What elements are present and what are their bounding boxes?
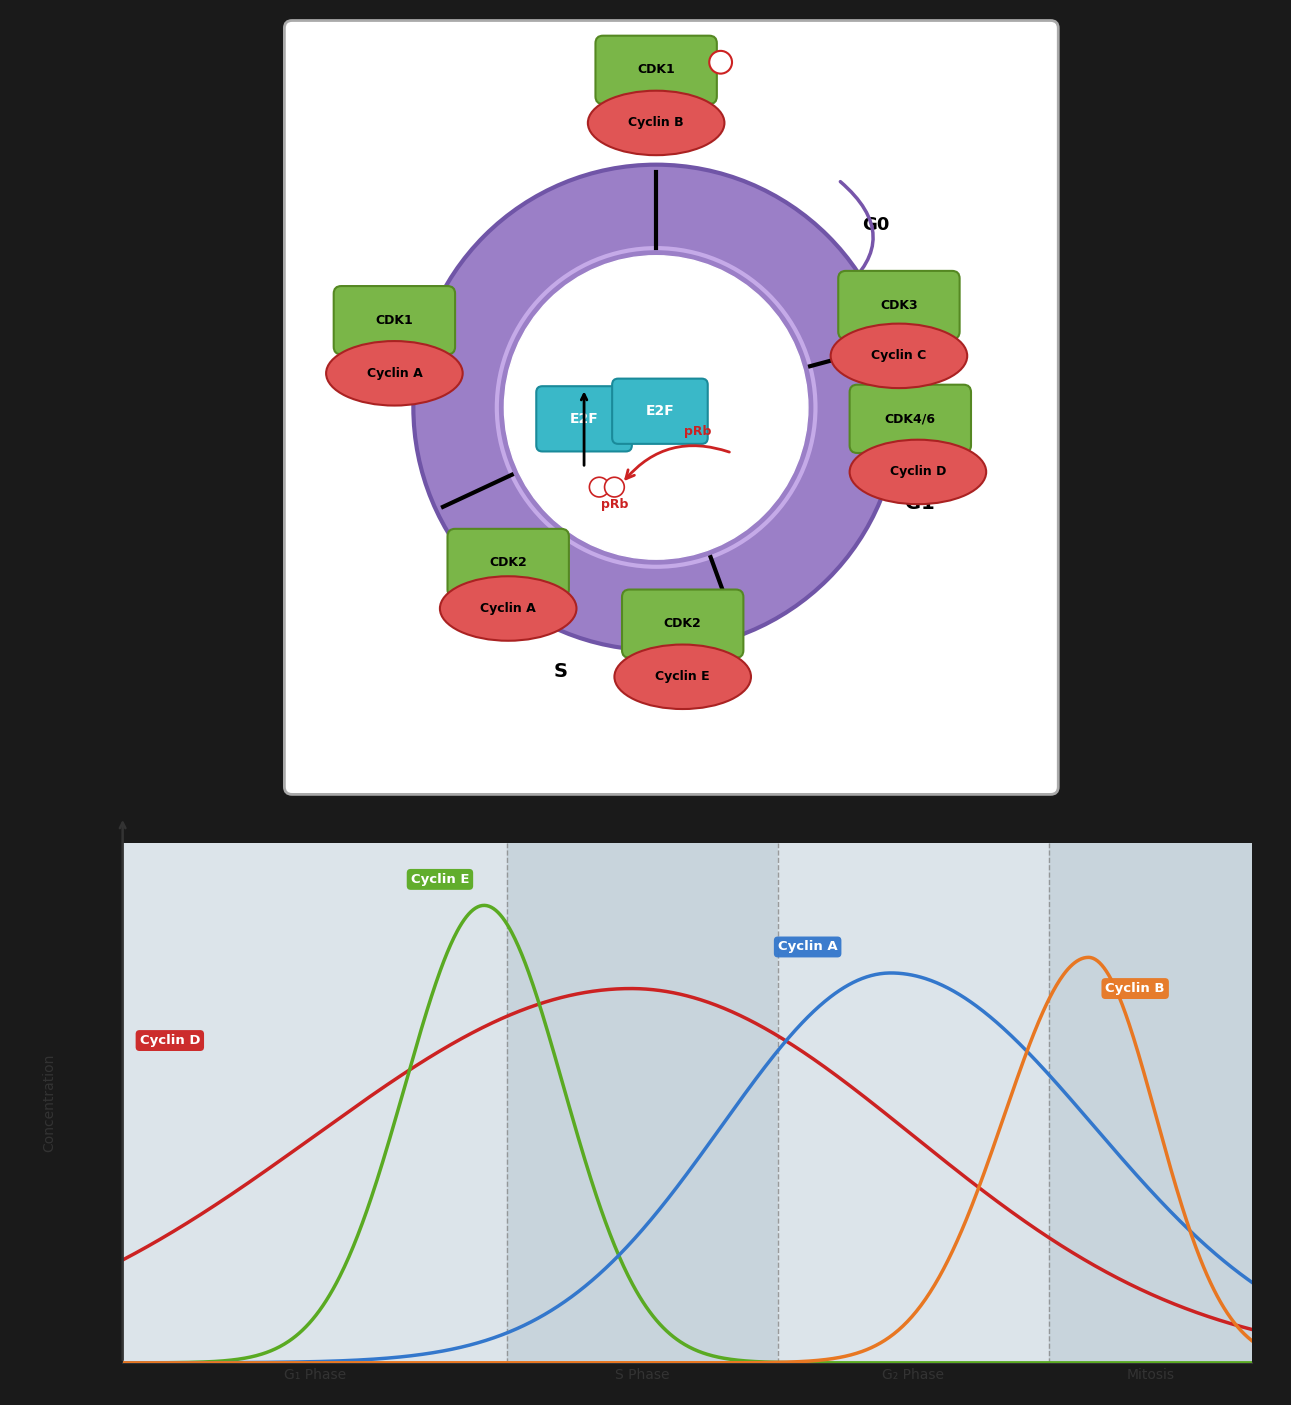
Text: G2: G2 — [367, 309, 396, 327]
Ellipse shape — [830, 323, 967, 388]
Text: CDK2: CDK2 — [489, 556, 527, 569]
FancyBboxPatch shape — [622, 590, 744, 658]
Ellipse shape — [615, 645, 751, 710]
Circle shape — [413, 164, 899, 651]
Text: Cyclin E: Cyclin E — [411, 873, 469, 887]
FancyBboxPatch shape — [284, 21, 1059, 794]
FancyBboxPatch shape — [333, 287, 456, 354]
Text: Cyclin E: Cyclin E — [656, 670, 710, 683]
Text: G0: G0 — [862, 216, 889, 235]
Bar — [506, 843, 777, 1363]
FancyArrowPatch shape — [626, 445, 729, 479]
Text: pRb: pRb — [684, 426, 711, 438]
FancyBboxPatch shape — [448, 528, 569, 597]
Text: E2F: E2F — [646, 405, 674, 419]
Text: Cyclin A: Cyclin A — [480, 601, 536, 615]
Text: CDK1: CDK1 — [376, 313, 413, 327]
Circle shape — [604, 478, 625, 497]
Text: pRb: pRb — [600, 497, 629, 511]
Text: Cyclin B: Cyclin B — [629, 117, 684, 129]
Text: Cyclin B: Cyclin B — [1105, 982, 1164, 995]
Text: M: M — [647, 110, 666, 129]
Text: CDK1: CDK1 — [638, 63, 675, 76]
Text: Cyclin D: Cyclin D — [139, 1034, 200, 1047]
Text: Cyclin C: Cyclin C — [871, 350, 927, 362]
FancyBboxPatch shape — [612, 378, 707, 444]
Text: E2F: E2F — [569, 412, 599, 426]
Text: S: S — [553, 662, 567, 681]
Ellipse shape — [327, 341, 462, 406]
Ellipse shape — [849, 440, 986, 504]
Text: Cyclin A: Cyclin A — [777, 940, 838, 954]
Text: Cyclin D: Cyclin D — [889, 465, 946, 479]
Text: Concentration: Concentration — [43, 1054, 57, 1152]
Bar — [777, 843, 1048, 1363]
Text: Cyclin A: Cyclin A — [367, 367, 422, 379]
Circle shape — [709, 51, 732, 73]
Text: CDK2: CDK2 — [664, 617, 701, 631]
FancyBboxPatch shape — [849, 385, 971, 452]
Circle shape — [590, 478, 609, 497]
Text: CDK4/6: CDK4/6 — [884, 412, 936, 426]
Text: CDK3: CDK3 — [880, 298, 918, 312]
Bar — [123, 843, 506, 1363]
Text: G1: G1 — [905, 495, 935, 513]
FancyBboxPatch shape — [536, 386, 631, 451]
FancyArrowPatch shape — [840, 181, 873, 289]
FancyBboxPatch shape — [838, 271, 959, 339]
Ellipse shape — [440, 576, 577, 641]
Ellipse shape — [587, 91, 724, 155]
Bar — [1048, 843, 1252, 1363]
FancyBboxPatch shape — [595, 35, 717, 104]
Circle shape — [505, 256, 808, 559]
